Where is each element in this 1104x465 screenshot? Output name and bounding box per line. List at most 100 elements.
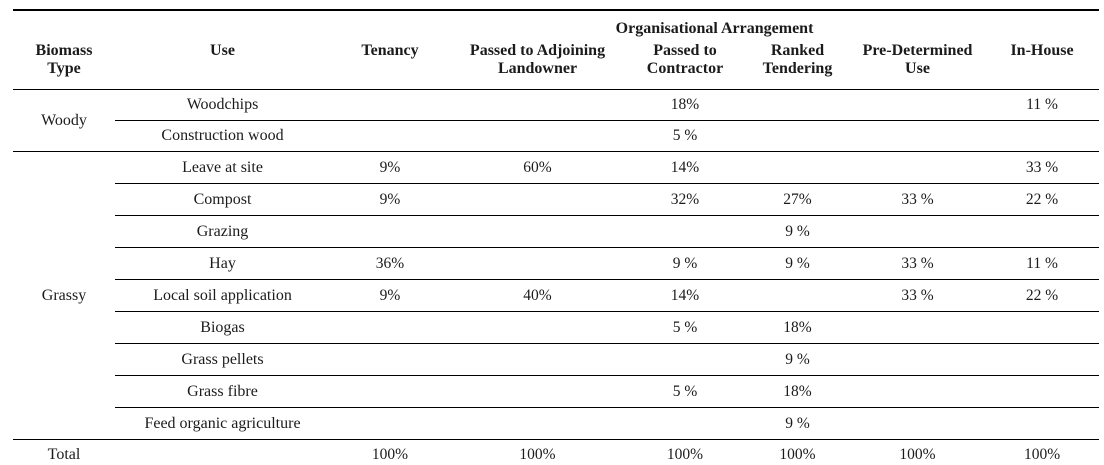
value-cell-tenancy	[330, 407, 450, 440]
value-cell-tendering: 9 %	[745, 247, 850, 280]
biomass-use-table: Organisational Arrangement Biomass Type …	[13, 9, 1100, 465]
column-header-passed-to-contractor: Passed to Contractor	[625, 39, 745, 90]
value-cell-adjoining	[450, 375, 625, 408]
use-label: Compost	[115, 183, 330, 216]
value-cell-adjoining: 60%	[450, 151, 625, 184]
value-cell-tenancy: 36%	[330, 247, 450, 280]
value-cell-adjoining	[450, 89, 625, 121]
table-row-total: Total 100% 100% 100% 100% 100% 100%	[13, 440, 1099, 465]
value-cell-in-house	[985, 375, 1100, 408]
value-cell-contractor: 32%	[625, 183, 745, 216]
total-cell-adjoining: 100%	[519, 446, 556, 463]
value-cell-in-house: 22 %	[985, 279, 1100, 312]
value-cell-tendering	[745, 89, 850, 121]
value-cell-contractor	[625, 407, 745, 440]
value-cell-predetermined	[850, 343, 985, 376]
value-cell-predetermined	[850, 215, 985, 248]
table-row-woodchips: Woody Woodchips 18% 11 %	[13, 89, 1100, 152]
use-label: Hay	[115, 247, 330, 280]
table-row-biogas: Biogas 5 % 18%	[13, 311, 1100, 344]
column-header-tenancy: Tenancy	[330, 39, 450, 90]
column-header-biomass-type: Biomass Type	[13, 39, 115, 90]
table-row-grass-pellets: Grass pellets 9 %	[13, 343, 1100, 376]
value-cell-in-house: 33 %	[985, 151, 1100, 184]
value-cell-in-house: 22 %	[985, 183, 1100, 216]
total-cell-contractor: 100%	[666, 446, 704, 463]
value-cell-in-house	[985, 120, 1100, 152]
value-cell-tenancy	[330, 375, 450, 408]
value-cell-in-house: 11 %	[985, 247, 1100, 280]
table-row-local-soil-application: Local soil application 9% 40% 14% 33 % 2…	[13, 279, 1100, 312]
table-row-grazing: Grazing 9 %	[13, 215, 1100, 248]
biomass-type-woody: Woody	[13, 89, 115, 152]
total-cell-tenancy: 100%	[371, 446, 409, 463]
total-cell-predetermined: 100%	[899, 446, 936, 463]
column-header-row: Biomass Type Use Tenancy Passed to Adjoi…	[13, 39, 1100, 90]
value-cell-adjoining	[450, 407, 625, 440]
value-cell-contractor: 14%	[625, 279, 745, 312]
total-cell-tendering: 100%	[779, 446, 816, 463]
value-cell-tendering	[745, 279, 850, 312]
value-cell-adjoining	[450, 343, 625, 376]
value-cell-contractor: 5 %	[625, 375, 745, 408]
use-label: Grass pellets	[115, 343, 330, 376]
value-cell-tenancy: 9%	[330, 151, 450, 184]
column-header-use: Use	[115, 39, 330, 90]
value-cell-predetermined: 33 %	[850, 279, 985, 312]
value-cell-tenancy: 9%	[330, 183, 450, 216]
use-label: Local soil application	[115, 279, 330, 312]
value-cell-tenancy	[330, 215, 450, 248]
column-header-in-house: In-House	[985, 39, 1100, 90]
value-cell-adjoining	[450, 247, 625, 280]
header-span-row: Organisational Arrangement	[13, 10, 1099, 39]
value-cell-tendering	[745, 151, 850, 184]
value-cell-tenancy: 9%	[330, 279, 450, 312]
span-header-organisational-arrangement: Organisational Arrangement	[615, 20, 814, 37]
value-cell-tenancy	[330, 311, 450, 344]
header-span-spacer	[13, 10, 330, 39]
value-cell-tenancy	[330, 343, 450, 376]
value-cell-tendering: 9 %	[745, 407, 850, 440]
value-cell-tendering: 18%	[745, 311, 850, 344]
value-cell-adjoining: 40%	[450, 279, 625, 312]
value-cell-contractor: 9 %	[625, 247, 745, 280]
value-cell-tenancy	[330, 89, 450, 121]
value-cell-predetermined	[850, 311, 985, 344]
value-cell-in-house	[985, 311, 1100, 344]
value-cell-predetermined	[850, 407, 985, 440]
table-row-grass-fibre: Grass fibre 5 % 18%	[13, 375, 1100, 408]
value-cell-in-house	[985, 343, 1100, 376]
table-row-leave-at-site: Grassy Leave at site 9% 60% 14% 33 %	[13, 151, 1100, 440]
value-cell-tendering: 27%	[745, 183, 850, 216]
table-row-compost: Compost 9% 32% 27% 33 % 22 %	[13, 183, 1100, 216]
value-cell-contractor: 5 %	[625, 120, 745, 152]
table-row-construction-wood: Construction wood 5 %	[13, 120, 1100, 152]
value-cell-tendering	[745, 120, 850, 152]
column-header-passed-to-adjoining-landowner: Passed to Adjoining Landowner	[450, 39, 625, 90]
column-header-pre-determined-use: Pre-Determined Use	[850, 39, 985, 90]
value-cell-predetermined	[850, 120, 985, 152]
value-cell-tendering: 9 %	[745, 343, 850, 376]
total-use-spacer	[115, 440, 330, 465]
value-cell-in-house	[985, 215, 1100, 248]
total-cell-in-house: 100%	[1023, 446, 1061, 463]
value-cell-tendering: 9 %	[745, 215, 850, 248]
use-label: Grazing	[115, 215, 330, 248]
value-cell-contractor: 14%	[625, 151, 745, 184]
value-cell-in-house	[985, 407, 1100, 440]
biomass-type-grassy: Grassy	[13, 151, 115, 440]
value-cell-contractor: 18%	[625, 89, 745, 121]
column-header-ranked-tendering: Ranked Tendering	[745, 39, 850, 90]
value-cell-adjoining	[450, 311, 625, 344]
value-cell-predetermined: 33 %	[850, 247, 985, 280]
value-cell-predetermined	[850, 375, 985, 408]
value-cell-tenancy	[330, 120, 450, 152]
value-cell-tendering: 18%	[745, 375, 850, 408]
value-cell-predetermined: 33 %	[850, 183, 985, 216]
value-cell-predetermined	[850, 151, 985, 184]
use-label: Biogas	[115, 311, 330, 344]
value-cell-contractor: 5 %	[625, 311, 745, 344]
use-label: Feed organic agriculture	[115, 407, 330, 440]
table-row-hay: Hay 36% 9 % 9 % 33 % 11 %	[13, 247, 1100, 280]
table-row-feed-organic-agriculture: Feed organic agriculture 9 %	[13, 407, 1100, 440]
